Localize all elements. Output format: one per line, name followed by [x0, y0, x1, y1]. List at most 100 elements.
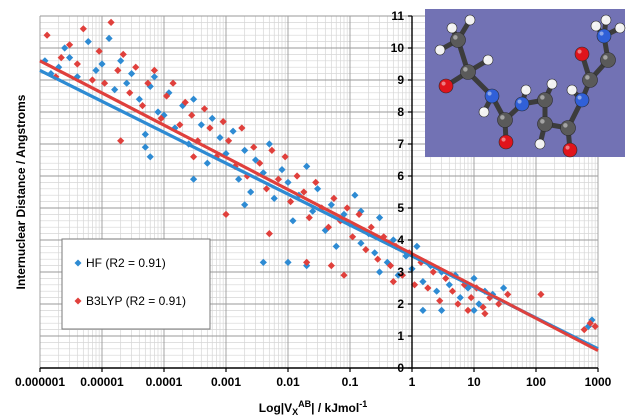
data-point-series-0 — [203, 159, 211, 167]
y-tick-label: 3 — [397, 265, 404, 279]
data-point-series-1 — [222, 210, 230, 218]
data-point-series-0 — [371, 249, 379, 257]
molecule-atom — [497, 112, 513, 128]
x-tick-label: 0.00001 — [80, 375, 124, 389]
atom-highlight — [568, 86, 572, 90]
data-point-series-0 — [61, 44, 69, 52]
molecule-atom — [537, 116, 553, 132]
x-tick-label: 10 — [467, 375, 481, 389]
data-point-series-0 — [389, 236, 397, 244]
atom-highlight — [466, 16, 470, 20]
data-point-series-0 — [241, 201, 249, 209]
legend-item-b3lyp: B3LYP (R2 = 0.91) — [74, 294, 186, 308]
atom-highlight — [484, 56, 488, 60]
data-point-series-1 — [250, 143, 258, 151]
atom-highlight — [501, 137, 506, 142]
data-point-series-1 — [117, 137, 125, 145]
atom-highlight — [480, 108, 484, 112]
data-point-series-0 — [394, 271, 402, 279]
data-point-series-0 — [419, 306, 427, 314]
atom-highlight — [563, 123, 568, 128]
data-point-series-1 — [100, 79, 109, 87]
data-point-series-0 — [216, 134, 224, 142]
atom-highlight — [540, 95, 545, 100]
data-point-series-1 — [107, 18, 115, 26]
molecule-atom — [582, 72, 598, 88]
molecule-atom — [514, 96, 530, 112]
data-point-series-0 — [247, 188, 255, 196]
data-point-series-1 — [410, 281, 419, 289]
data-point-series-0 — [141, 130, 149, 138]
data-point-series-0 — [437, 306, 446, 314]
data-point-series-1 — [138, 102, 147, 110]
y-tick-label: 0 — [397, 361, 404, 375]
data-point-series-0 — [445, 281, 453, 289]
atom-highlight — [536, 140, 540, 144]
data-point-series-1 — [256, 159, 264, 167]
data-point-series-1 — [262, 185, 271, 193]
data-point-series-0 — [98, 60, 106, 68]
data-point-series-1 — [586, 319, 594, 327]
data-point-series-0 — [313, 185, 322, 193]
y-tick-label: 9 — [397, 73, 404, 87]
atom-highlight — [599, 31, 604, 36]
data-point-series-0 — [284, 178, 292, 186]
atom-highlight — [453, 35, 458, 40]
atom-highlight — [448, 24, 452, 28]
atom-highlight — [441, 81, 446, 86]
data-point-series-1 — [300, 188, 308, 196]
molecule-atom — [434, 44, 446, 56]
data-point-series-1 — [580, 326, 588, 334]
molecule-atom — [446, 22, 458, 34]
data-point-series-0 — [470, 274, 478, 282]
data-point-series-1 — [448, 287, 457, 295]
data-point-series-1 — [327, 262, 335, 270]
data-point-series-0 — [117, 57, 125, 65]
axes — [39, 15, 599, 372]
data-point-series-1 — [355, 210, 363, 218]
data-point-series-1 — [73, 60, 81, 68]
data-point-series-1 — [200, 105, 209, 113]
data-point-series-1 — [464, 306, 472, 314]
y-tick-label: 11 — [391, 9, 404, 23]
data-point-series-1 — [114, 66, 122, 74]
molecule-atom — [537, 92, 553, 108]
data-point-series-0 — [270, 194, 278, 202]
data-point-series-0 — [146, 153, 154, 161]
molecule-atom — [614, 22, 626, 34]
data-point-series-0 — [375, 214, 384, 222]
data-point-series-0 — [105, 34, 113, 42]
data-point-series-1 — [293, 172, 301, 180]
y-tick-label: 4 — [397, 233, 404, 247]
data-point-series-1 — [374, 255, 382, 263]
data-point-series-0 — [241, 146, 249, 154]
molecule-atom — [560, 120, 576, 136]
data-point-series-0 — [41, 57, 49, 65]
x-tick-labels: 0.000001 0.00001 0.0001 0.001 0.01 0.1 1 10 100 1… — [15, 375, 612, 389]
data-point-series-0 — [265, 140, 273, 148]
x-tick-label: 0.1 — [342, 375, 359, 389]
data-point-series-1 — [537, 290, 545, 298]
data-point-series-0 — [251, 156, 260, 164]
data-point-series-0 — [154, 108, 162, 116]
data-point-series-1 — [495, 300, 503, 308]
data-point-series-0 — [284, 258, 292, 266]
data-point-series-1 — [57, 54, 65, 62]
molecule-atom — [574, 92, 590, 108]
data-point-series-1 — [398, 271, 406, 279]
molecule-atom — [478, 106, 490, 118]
data-point-series-0 — [357, 239, 365, 247]
molecule-atom — [498, 134, 514, 150]
data-point-series-0 — [584, 322, 592, 330]
data-point-series-1 — [424, 284, 432, 292]
data-point-series-0 — [189, 175, 198, 183]
data-point-series-1 — [348, 233, 357, 241]
x-tick-label: 0.001 — [211, 375, 241, 389]
data-point-series-1 — [303, 258, 311, 266]
data-point-series-0 — [65, 54, 74, 62]
data-point-series-1 — [467, 294, 475, 302]
data-point-series-0 — [419, 278, 427, 286]
x-axis-title: Log|VXAB| / kJmol-1 — [259, 399, 367, 417]
y-tick-label: 10 — [391, 41, 405, 55]
data-point-series-1 — [442, 274, 450, 282]
